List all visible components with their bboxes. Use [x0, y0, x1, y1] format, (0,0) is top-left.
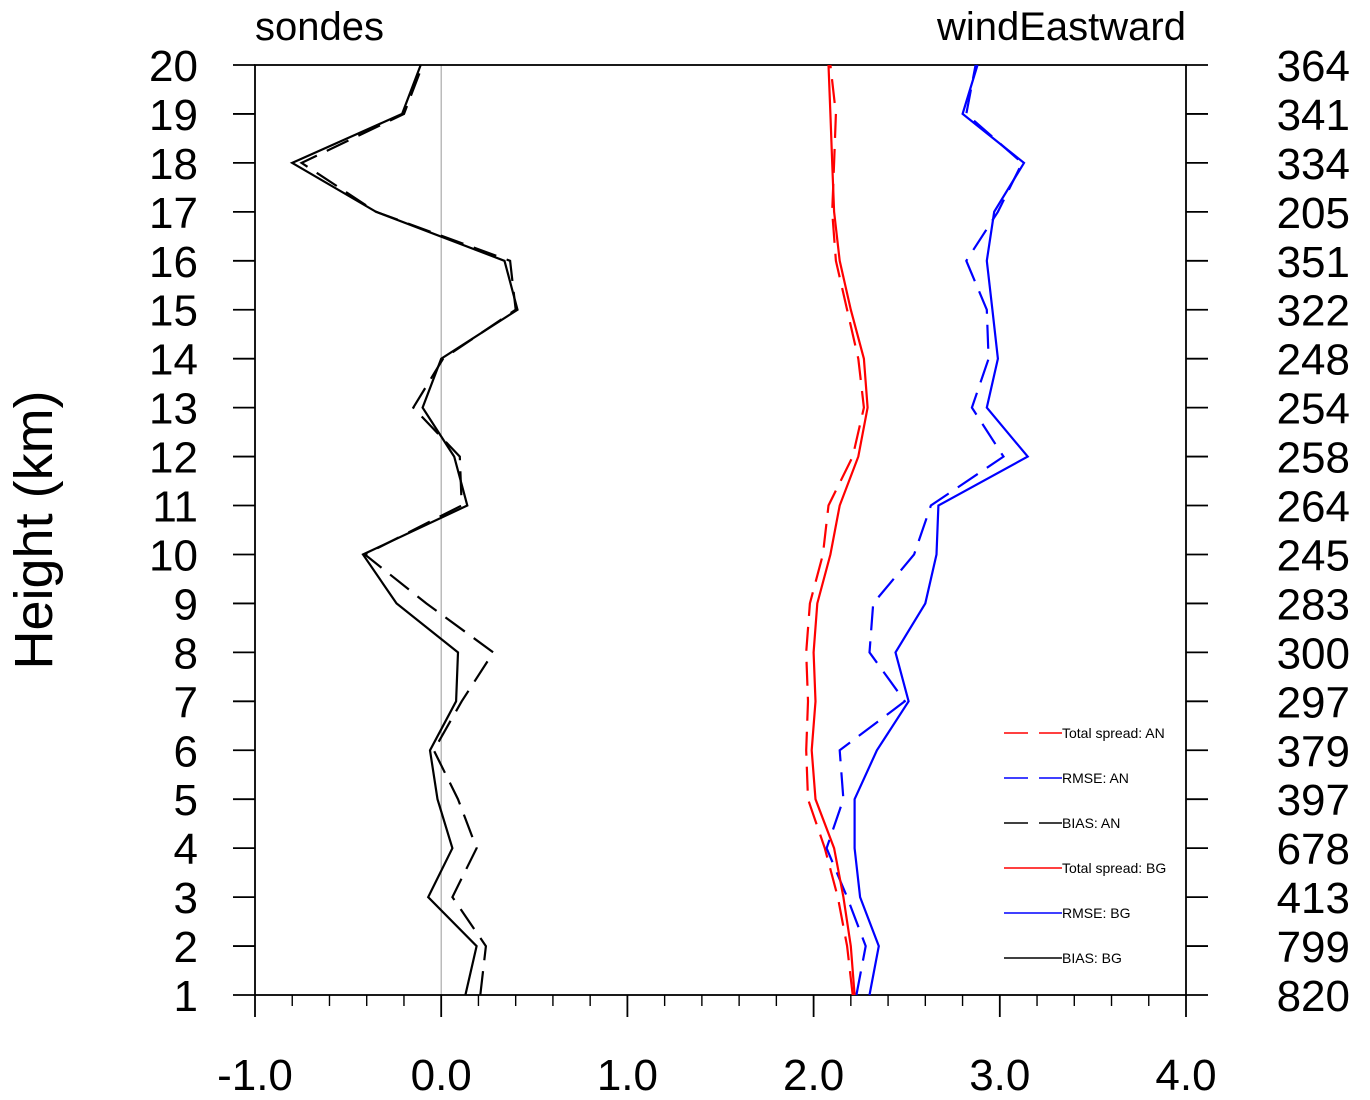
series-line-4 [810, 64, 869, 996]
legend-label: BIAS: AN [1062, 815, 1120, 831]
y-tick-label: 12 [149, 434, 198, 483]
y-tick-label: 6 [174, 727, 198, 776]
x-tick-label: 4.0 [1155, 1051, 1216, 1100]
count-label: 379 [1277, 727, 1350, 776]
y-tick-label: 7 [174, 678, 198, 727]
count-label: 413 [1277, 874, 1350, 923]
count-label: 678 [1277, 825, 1350, 874]
count-label: 364 [1277, 42, 1350, 91]
series-layer [289, 64, 1030, 996]
y-tick-label: 8 [174, 629, 198, 678]
y-tick-label: 3 [174, 874, 198, 923]
count-label: 283 [1277, 580, 1350, 629]
legend-label: Total spread: AN [1062, 725, 1165, 741]
count-label: 264 [1277, 483, 1350, 532]
y-tick-label: 15 [149, 287, 198, 336]
count-label: 820 [1277, 972, 1350, 1021]
y-tick-label: 17 [149, 189, 198, 238]
count-label: 205 [1277, 189, 1350, 238]
y-tick-label: 20 [149, 42, 198, 91]
legend-label: RMSE: AN [1062, 770, 1129, 786]
legend: Total spread: AN RMSE: AN BIAS: AN Total sp… [1004, 725, 1166, 966]
count-label: 322 [1277, 287, 1350, 336]
legend-label: Total spread: BG [1062, 860, 1166, 876]
count-label: 245 [1277, 531, 1350, 580]
count-label: 297 [1277, 678, 1350, 727]
legend-label: RMSE: BG [1062, 905, 1130, 921]
legend-label: BIAS: BG [1062, 950, 1122, 966]
y-tick-label: 10 [149, 531, 198, 580]
series-line-3 [299, 64, 517, 996]
y-tick-label: 1 [174, 972, 198, 1021]
count-label: 397 [1277, 776, 1350, 825]
series-line-6 [289, 64, 519, 996]
y-tick-label: 16 [149, 238, 198, 287]
x-tick-label: 1.0 [597, 1051, 658, 1100]
y-tick-label: 9 [174, 580, 198, 629]
x-tick-label: -1.0 [217, 1051, 293, 1100]
count-label: 799 [1277, 923, 1350, 972]
y-tick-label: 18 [149, 140, 198, 189]
count-label: 258 [1277, 434, 1350, 483]
plot-frame [254, 64, 1187, 996]
y-tick-label: 14 [149, 336, 198, 385]
y-axis-label: Height (km) [4, 390, 64, 669]
y-tick-label: 11 [152, 483, 198, 532]
count-label: 248 [1277, 336, 1350, 385]
right-title: windEastward [936, 5, 1186, 49]
x-tick-label: 3.0 [969, 1051, 1030, 1100]
series-line-5 [853, 64, 1030, 996]
y-tick-label: 2 [174, 923, 198, 972]
count-label: 254 [1277, 385, 1350, 434]
x-tick-label: 0.0 [411, 1051, 472, 1100]
left-title: sondes [255, 5, 384, 49]
y-tick-label: 13 [149, 385, 198, 434]
count-label: 341 [1277, 91, 1350, 140]
y-tick-label: 19 [149, 91, 198, 140]
count-label: 334 [1277, 140, 1350, 189]
count-label: 300 [1277, 629, 1350, 678]
x-tick-label: 2.0 [783, 1051, 844, 1100]
y-tick-label: 4 [174, 825, 198, 874]
count-label: 351 [1277, 238, 1350, 287]
series-line-1 [805, 64, 866, 996]
y-tick-label: 5 [174, 776, 198, 825]
